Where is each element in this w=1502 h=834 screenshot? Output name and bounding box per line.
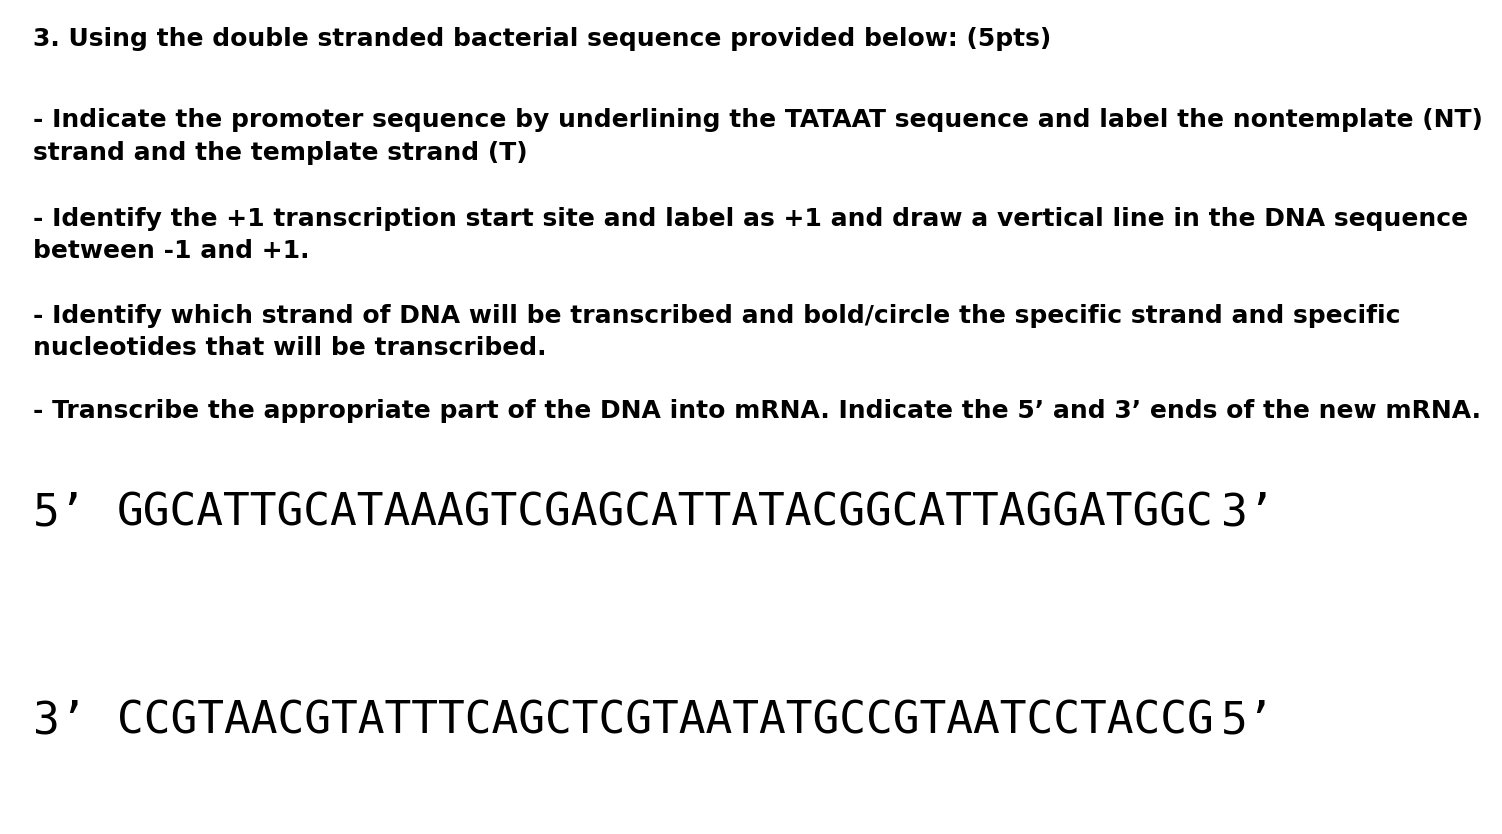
Text: 5’: 5’	[1221, 700, 1275, 743]
Text: - Identify the +1 transcription start site and label as +1 and draw a vertical l: - Identify the +1 transcription start si…	[33, 207, 1467, 264]
Text: GGCATTGCATAAAGTCGAGCATTATACGGCATTAGGATGGC: GGCATTGCATAAAGTCGAGCATTATACGGCATTAGGATGG…	[117, 491, 1214, 535]
Text: CCGTAACGTATTTCAGCTCGTAATATGCCGTAATCCTACCG: CCGTAACGTATTTCAGCTCGTAATATGCCGTAATCCTACC…	[117, 700, 1214, 743]
Text: 3. Using the double stranded bacterial sequence provided below: (5pts): 3. Using the double stranded bacterial s…	[33, 27, 1051, 51]
Text: - Identify which strand of DNA will be transcribed and bold/circle the specific : - Identify which strand of DNA will be t…	[33, 304, 1400, 360]
Text: - Transcribe the appropriate part of the DNA into mRNA. Indicate the 5’ and 3’ e: - Transcribe the appropriate part of the…	[33, 399, 1481, 423]
Text: 3’: 3’	[1221, 491, 1275, 535]
Text: - Indicate the promoter sequence by underlining the TATAAT sequence and label th: - Indicate the promoter sequence by unde…	[33, 108, 1482, 165]
Text: 5’: 5’	[33, 491, 87, 535]
Text: 3’: 3’	[33, 700, 87, 743]
